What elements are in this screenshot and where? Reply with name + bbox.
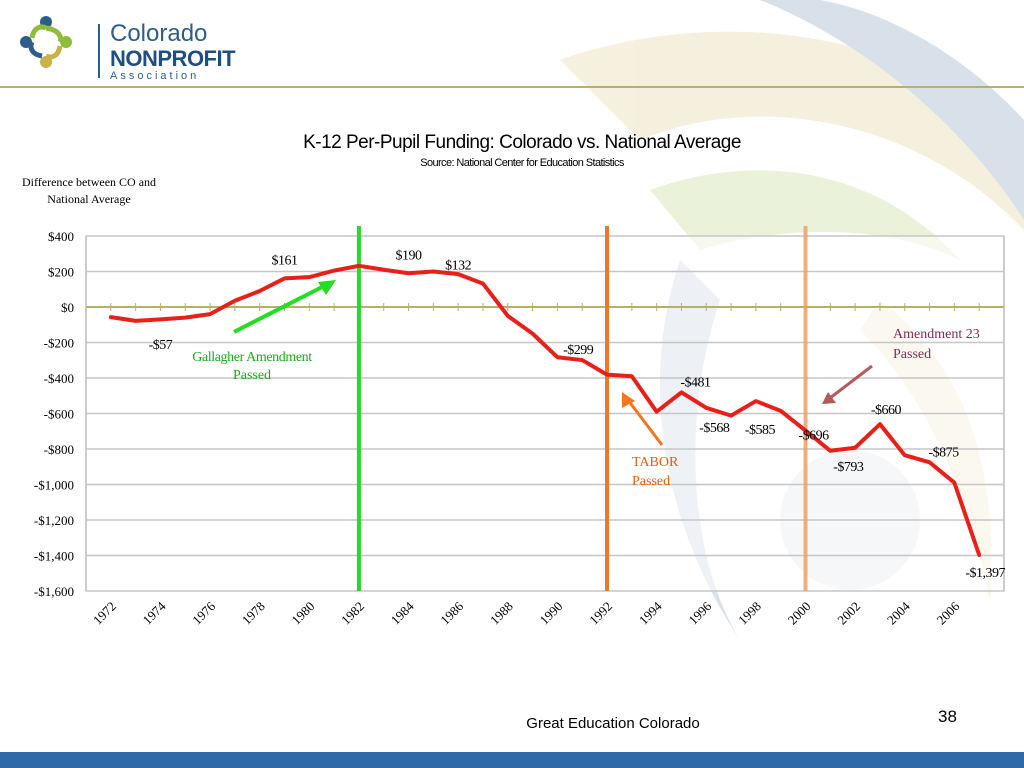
data-label: -$481 (680, 375, 711, 390)
gallagher-label-line1: Gallagher Amendment (192, 350, 312, 365)
series-line (108, 263, 982, 557)
x-tick-label: 1982 (338, 599, 367, 628)
y-tick-label: -$1,400 (34, 549, 74, 564)
data-label: -$57 (149, 338, 173, 353)
x-tick-label: 1988 (487, 599, 516, 628)
data-label: $190 (396, 248, 423, 263)
x-tick-label: 1972 (90, 599, 119, 628)
amendment-23-arrow-shaft (829, 364, 873, 400)
x-tick-label: 1974 (140, 598, 169, 627)
logo-text-nonprofit: NONPROFIT (110, 46, 236, 71)
page-number: 38 (938, 707, 957, 726)
y-tick-label: $200 (48, 265, 74, 280)
data-label: -$1,397 (965, 566, 1005, 581)
amendment-23-label-line1: Amendment 23 (893, 327, 980, 342)
y-tick-label: $400 (48, 229, 74, 244)
amendment-23-label-line2: Passed (893, 347, 931, 362)
x-tick-label: 1978 (239, 599, 268, 628)
data-label: -$660 (871, 403, 902, 418)
data-label: -$696 (798, 429, 829, 444)
data-label: $132 (445, 259, 472, 274)
data-label: -$585 (745, 423, 776, 438)
x-tick-label: 2004 (884, 598, 913, 627)
gallagher-arrow-shaft (233, 281, 331, 334)
tabor-label-line1: TABOR (632, 455, 679, 470)
y-tick-label: -$1,200 (34, 513, 74, 528)
amendment-23-arrow-head (822, 392, 836, 404)
tabor-arrow-shaft (626, 399, 664, 446)
logo-mark-icon (20, 16, 72, 68)
y-tick-label: $0 (61, 300, 74, 315)
tabor-arrow-head (622, 392, 635, 408)
x-tick-label: 1992 (586, 599, 615, 628)
x-tick-label: 1990 (537, 599, 566, 628)
y-tick-label: -$400 (44, 371, 74, 386)
y-tick-label: -$200 (44, 336, 74, 351)
bottom-bar (0, 752, 1024, 768)
chart-subtitle: Source: National Center for Education St… (420, 157, 624, 169)
gallagher-arrow-head (318, 280, 336, 295)
colorado-nonprofit-logo: Colorado NONPROFIT Association (14, 10, 236, 82)
x-tick-label: 1998 (735, 599, 764, 628)
data-label: -$875 (928, 445, 959, 460)
y-tick-label: -$1,600 (34, 584, 74, 599)
logo-divider (98, 24, 100, 78)
logo-text-association: Association (110, 70, 200, 82)
x-tick-label: 1996 (685, 598, 714, 627)
y-axis-label: Difference between CO and National Avera… (12, 174, 166, 210)
chart-title: K-12 Per-Pupil Funding: Colorado vs. Nat… (303, 132, 741, 153)
y-tick-label: -$600 (44, 407, 74, 422)
x-tick-label: 2000 (785, 599, 814, 628)
gallagher-label-line2: Passed (233, 368, 271, 383)
data-label: -$793 (833, 460, 864, 475)
x-tick-label: 1994 (636, 598, 665, 627)
data-label: -$299 (563, 343, 594, 358)
tabor-label-line2: Passed (632, 474, 670, 489)
x-tick-label: 2006 (934, 598, 963, 627)
x-tick-label: 1984 (388, 598, 417, 627)
footer-text: Great Education Colorado (526, 715, 700, 732)
x-tick-label: 1986 (437, 598, 466, 627)
x-tick-label: 2002 (834, 599, 863, 628)
y-tick-label: -$1,000 (34, 478, 74, 493)
data-label: $161 (271, 253, 298, 268)
x-tick-label: 1976 (189, 598, 218, 627)
y-tick-label: -$800 (44, 442, 74, 457)
data-label: -$568 (699, 421, 730, 436)
logo-text-colorado: Colorado (110, 20, 208, 47)
x-tick-label: 1980 (288, 599, 317, 628)
header-divider (0, 86, 1024, 88)
